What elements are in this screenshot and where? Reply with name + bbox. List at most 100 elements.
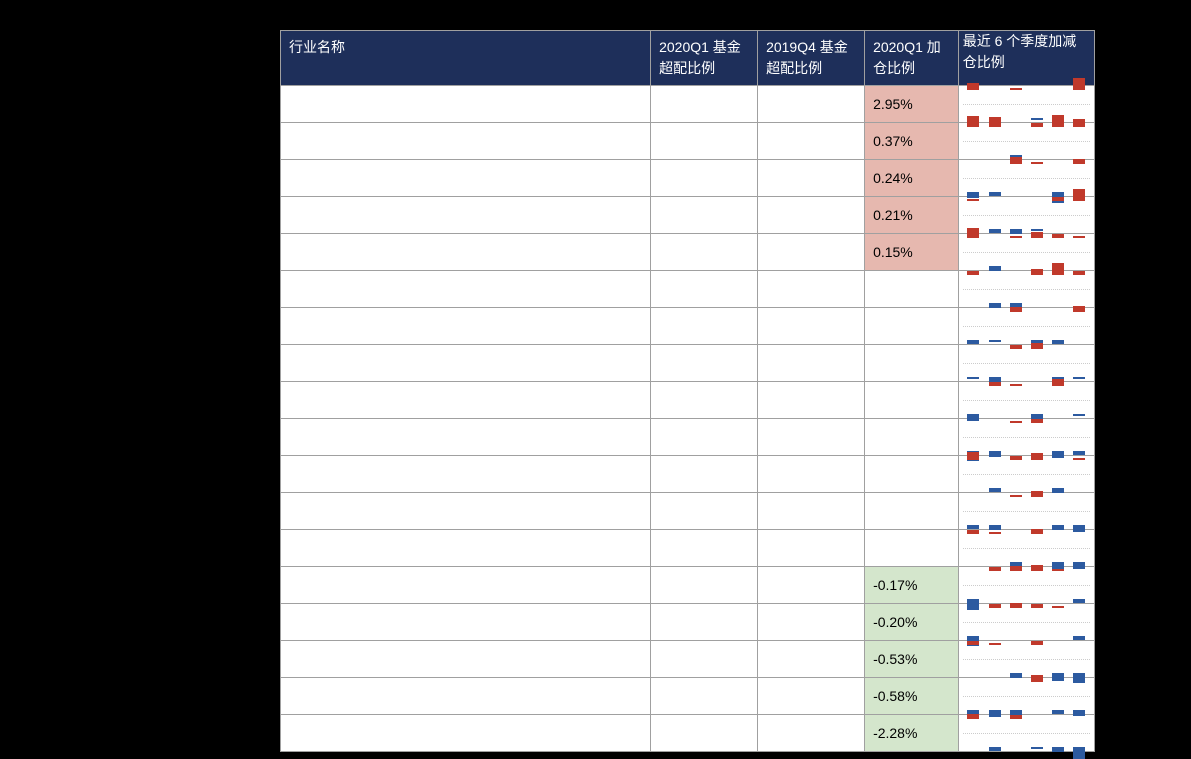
cell-2020q1-overweight [651,678,758,715]
cell-2019q4-overweight [758,493,865,530]
sparkline-chart [963,460,1090,488]
cell-delta: -0.20% [865,604,959,641]
cell-sparkline [958,456,1094,493]
cell-2019q4-overweight [758,678,865,715]
cell-2020q1-overweight [651,493,758,530]
table-row: 0.24% [281,160,1095,197]
cell-delta: 0.21% [865,197,959,234]
cell-2019q4-overweight [758,419,865,456]
cell-delta [865,530,959,567]
sparkline-chart [963,90,1090,118]
cell-2020q1-overweight [651,382,758,419]
table-row [281,530,1095,567]
cell-industry-name [281,86,651,123]
sparkline-chart [963,608,1090,636]
cell-industry-name [281,641,651,678]
sparkline-chart [963,312,1090,340]
table-row [281,419,1095,456]
header-q1: 2020Q1 基金超配比例 [651,31,758,86]
cell-delta: 2.95% [865,86,959,123]
table-row [281,271,1095,308]
cell-delta [865,345,959,382]
cell-sparkline [958,567,1094,604]
sparkline-axis [963,474,1090,475]
sparkline-axis [963,141,1090,142]
cell-industry-name [281,271,651,308]
sparkline-axis [963,400,1090,401]
table-row: -0.20% [281,604,1095,641]
cell-sparkline [958,604,1094,641]
sparkline-chart [963,201,1090,229]
sparkline-chart [963,423,1090,451]
cell-delta: 0.24% [865,160,959,197]
cell-industry-name [281,567,651,604]
cell-2019q4-overweight [758,86,865,123]
table-row [281,345,1095,382]
sparkline-chart [963,719,1090,747]
cell-2020q1-overweight [651,641,758,678]
cell-2019q4-overweight [758,160,865,197]
cell-industry-name [281,456,651,493]
cell-2020q1-overweight [651,345,758,382]
sparkline-chart [963,127,1090,155]
sparkline-axis [963,585,1090,586]
sparkline-axis [963,733,1090,734]
cell-2019q4-overweight [758,345,865,382]
cell-2020q1-overweight [651,234,758,271]
cell-sparkline [958,530,1094,567]
sparkline-axis [963,548,1090,549]
sparkline-axis [963,622,1090,623]
cell-2019q4-overweight [758,604,865,641]
table-row [281,382,1095,419]
cell-industry-name [281,493,651,530]
cell-sparkline [958,678,1094,715]
sparkline-chart [963,164,1090,192]
cell-industry-name [281,382,651,419]
cell-industry-name [281,197,651,234]
header-row: 行业名称 2020Q1 基金超配比例 2019Q4 基金超配比例 2020Q1 … [281,31,1095,86]
table-row [281,456,1095,493]
cell-delta [865,271,959,308]
sparkline-chart [963,571,1090,599]
cell-delta: -0.53% [865,641,959,678]
cell-delta [865,382,959,419]
cell-2019q4-overweight [758,271,865,308]
cell-sparkline [958,123,1094,160]
cell-delta [865,419,959,456]
table-body: 2.95%0.37%0.24%0.21%0.15%-0.17%-0.20%-0.… [281,86,1095,752]
cell-delta: -0.58% [865,678,959,715]
cell-2020q1-overweight [651,86,758,123]
cell-industry-name [281,234,651,271]
sparkline-axis [963,252,1090,253]
table-row [281,308,1095,345]
cell-2020q1-overweight [651,530,758,567]
cell-2020q1-overweight [651,567,758,604]
cell-2019q4-overweight [758,234,865,271]
sparkline-chart [963,386,1090,414]
cell-delta: 0.15% [865,234,959,271]
sparkline-chart [963,238,1090,266]
cell-industry-name [281,308,651,345]
table-row: 0.15% [281,234,1095,271]
sparkline-axis [963,215,1090,216]
cell-delta: 0.37% [865,123,959,160]
cell-2020q1-overweight [651,123,758,160]
cell-delta [865,493,959,530]
cell-2020q1-overweight [651,160,758,197]
cell-industry-name [281,604,651,641]
sparkline-chart [963,534,1090,562]
sparkline-axis [963,326,1090,327]
sparkline-axis [963,437,1090,438]
cell-sparkline [958,382,1094,419]
cell-2020q1-overweight [651,419,758,456]
sparkline-chart [963,682,1090,710]
cell-delta [865,308,959,345]
sparkline-axis [963,178,1090,179]
cell-sparkline [958,308,1094,345]
cell-2020q1-overweight [651,456,758,493]
header-delta: 2020Q1 加仓比例 [865,31,959,86]
header-q4: 2019Q4 基金超配比例 [758,31,865,86]
cell-2020q1-overweight [651,308,758,345]
table-row: -0.58% [281,678,1095,715]
cell-2020q1-overweight [651,197,758,234]
